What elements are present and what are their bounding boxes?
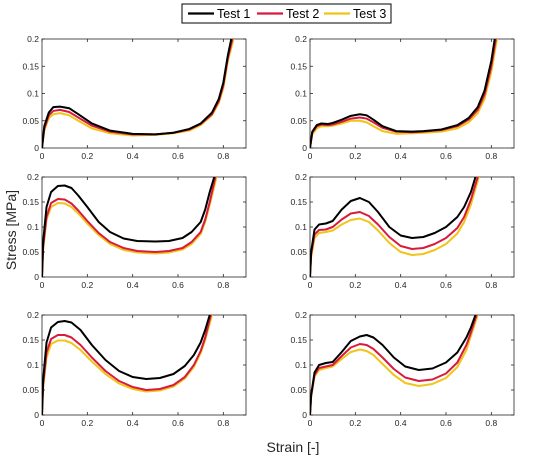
- y-tick-label: 0.1: [27, 360, 39, 370]
- x-tick-label: 0.6: [172, 418, 184, 428]
- axes-box: [309, 38, 515, 149]
- y-tick-label: 0.1: [27, 89, 39, 99]
- x-tick-label: 0: [40, 418, 45, 428]
- series-line-test-1: [310, 39, 496, 148]
- series-line-test-2: [42, 315, 212, 415]
- series-line-test-2: [42, 177, 217, 277]
- y-tick-label: 0.2: [27, 34, 39, 44]
- legend-entries: Test 1 Test 2 Test 3: [188, 7, 386, 21]
- axes-box: [309, 176, 515, 278]
- x-tick-label: 0: [40, 151, 45, 161]
- y-axis-label: Stress [MPa]: [3, 190, 19, 270]
- x-tick-label: 0.8: [485, 151, 497, 161]
- axes-box: [41, 38, 247, 149]
- y-tick-label: 0.15: [290, 61, 307, 71]
- panels-group: 0 0.2 0.4 0.6 0.8 0 0.05 0.1 0.15 0.2 0 0.2 0.4 0.6 0.…: [22, 34, 515, 428]
- x-tick-label: 0.4: [395, 418, 407, 428]
- panel-bottom-left: 0 0.2 0.4 0.6 0.8 0 0.05 0.1 0.15 0.2: [22, 310, 247, 428]
- series-line-test-3: [42, 315, 213, 415]
- y-tick-label: 0.1: [295, 360, 307, 370]
- series-line-test-1: [42, 177, 216, 277]
- x-tick-label: 0.4: [127, 418, 139, 428]
- y-tick-label: 0: [34, 410, 39, 420]
- y-tick-label: 0.15: [22, 61, 39, 71]
- series-line-test-3: [310, 39, 498, 148]
- x-axis-label: Strain [-]: [267, 439, 320, 455]
- legend: Test 1 Test 2 Test 3: [181, 3, 392, 24]
- x-tick-label: 0.2: [81, 151, 93, 161]
- axes-box: [41, 176, 247, 278]
- legend-label-test-1: Test 1: [217, 7, 250, 21]
- series-line-test-2: [310, 39, 497, 148]
- x-tick-label: 0.8: [485, 418, 497, 428]
- x-tick-label: 0.2: [81, 418, 93, 428]
- legend-label-test-3: Test 3: [353, 7, 386, 21]
- x-tick-label: 0.6: [440, 151, 452, 161]
- x-tick-label: 0.4: [127, 151, 139, 161]
- y-tick-label: 0.05: [290, 116, 307, 126]
- y-tick-label: 0.1: [295, 222, 307, 232]
- series-line-test-2: [310, 315, 478, 415]
- x-tick-label: 0: [40, 280, 45, 290]
- x-tick-label: 0.8: [217, 418, 229, 428]
- y-tick-label: 0.05: [290, 385, 307, 395]
- panel-middle-right: 0 0.2 0.4 0.6 0.8 0 0.05 0.1 0.15 0.2: [290, 172, 515, 290]
- x-tick-label: 0.2: [349, 418, 361, 428]
- series-line-test-1: [310, 315, 477, 415]
- axes-box: [309, 314, 515, 416]
- y-tick-label: 0: [302, 272, 307, 282]
- series-line-test-3: [310, 315, 479, 415]
- series-line-test-1: [310, 177, 477, 277]
- y-tick-label: 0.15: [22, 335, 39, 345]
- y-tick-label: 0: [302, 410, 307, 420]
- y-tick-label: 0.15: [290, 335, 307, 345]
- x-tick-label: 0.8: [217, 151, 229, 161]
- y-tick-label: 0: [34, 143, 39, 153]
- x-tick-label: 0: [308, 418, 313, 428]
- y-tick-label: 0.05: [22, 116, 39, 126]
- series-line-test-3: [310, 177, 480, 277]
- x-tick-label: 0.6: [440, 280, 452, 290]
- y-tick-label: 0.1: [27, 222, 39, 232]
- y-tick-label: 0.2: [27, 310, 39, 320]
- x-tick-label: 0.4: [395, 151, 407, 161]
- series-line-test-3: [42, 177, 218, 277]
- panel-top-right: 0 0.2 0.4 0.6 0.8 0 0.05 0.1 0.15 0.2: [290, 34, 515, 161]
- panel-top-left: 0 0.2 0.4 0.6 0.8 0 0.05 0.1 0.15 0.2: [22, 34, 247, 161]
- y-tick-label: 0: [34, 272, 39, 282]
- panel-middle-left: 0 0.2 0.4 0.6 0.8 0 0.05 0.1 0.15 0.2: [22, 172, 247, 290]
- legend-label-test-2: Test 2: [286, 7, 319, 21]
- x-tick-label: 0.6: [440, 418, 452, 428]
- x-tick-label: 0.2: [349, 280, 361, 290]
- x-tick-label: 0.2: [349, 151, 361, 161]
- y-tick-label: 0: [302, 143, 307, 153]
- axes-box: [41, 314, 247, 416]
- legend-box: [181, 3, 392, 24]
- series-line-test-1: [42, 315, 211, 415]
- y-tick-label: 0.15: [22, 197, 39, 207]
- x-tick-label: 0.6: [172, 280, 184, 290]
- y-tick-label: 0.2: [27, 172, 39, 182]
- x-tick-label: 0.4: [395, 280, 407, 290]
- y-tick-label: 0.2: [295, 172, 307, 182]
- x-tick-label: 0.2: [81, 280, 93, 290]
- x-tick-label: 0.8: [217, 280, 229, 290]
- series-line-test-2: [310, 177, 479, 277]
- x-tick-label: 0: [308, 280, 313, 290]
- y-tick-label: 0.1: [295, 89, 307, 99]
- x-tick-label: 0: [308, 151, 313, 161]
- y-tick-label: 0.05: [22, 385, 39, 395]
- y-tick-label: 0.05: [290, 247, 307, 257]
- panel-bottom-right: 0 0.2 0.4 0.6 0.8 0 0.05 0.1 0.15 0.2: [290, 310, 515, 428]
- y-tick-label: 0.2: [295, 310, 307, 320]
- y-tick-label: 0.2: [295, 34, 307, 44]
- series-line-test-1: [42, 39, 233, 148]
- x-tick-label: 0.6: [172, 151, 184, 161]
- y-tick-label: 0.15: [290, 197, 307, 207]
- y-tick-label: 0.05: [22, 247, 39, 257]
- x-tick-label: 0.4: [127, 280, 139, 290]
- x-tick-label: 0.8: [485, 280, 497, 290]
